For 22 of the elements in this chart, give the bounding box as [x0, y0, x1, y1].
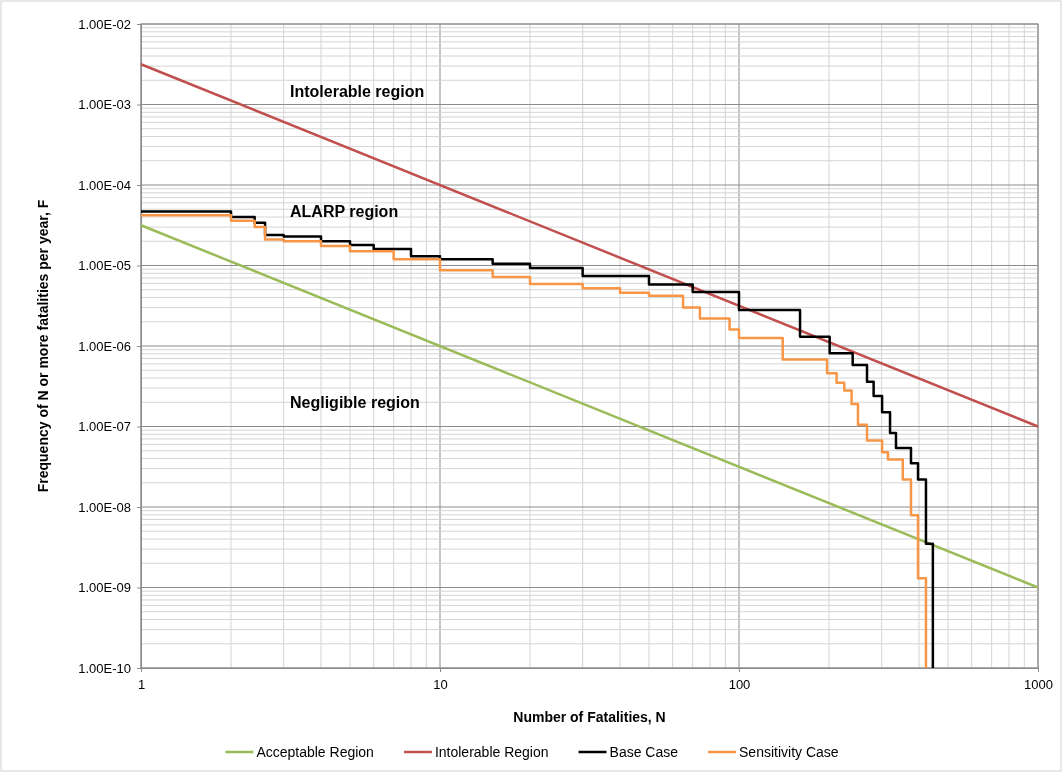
y-tick-label: 1.00E-03	[78, 97, 131, 113]
x-tick-label: 1000	[1024, 677, 1053, 693]
legend-label: Base Case	[609, 744, 679, 760]
y-tick-label: 1.00E-05	[78, 258, 131, 274]
legend-label: Intolerable Region	[434, 744, 549, 760]
legend-label: Acceptable Region	[256, 744, 374, 760]
y-axis-title: Frequency of N or more fatalities per year, F	[35, 199, 51, 493]
x-tick-label: 1	[137, 677, 146, 693]
y-tick-label: 1.00E-02	[78, 16, 131, 32]
y-tick-label: 1.00E-04	[78, 177, 131, 193]
y-tick-label: 1.00E-06	[78, 338, 131, 354]
y-tick-label: 1.00E-10	[78, 660, 131, 676]
y-tick-label: 1.00E-07	[78, 419, 131, 435]
x-tick-label: 10	[433, 677, 448, 693]
annotation: Intolerable region	[290, 83, 425, 100]
y-tick-label: 1.00E-08	[78, 499, 131, 515]
x-tick-label: 100	[728, 677, 751, 693]
y-tick-label: 1.00E-09	[78, 580, 131, 596]
annotation: ALARP region	[290, 203, 399, 220]
legend-label: Sensitivity Case	[739, 744, 839, 760]
annotation: Negligible region	[290, 394, 420, 411]
x-axis-title: Number of Fatalities, N	[513, 709, 666, 725]
